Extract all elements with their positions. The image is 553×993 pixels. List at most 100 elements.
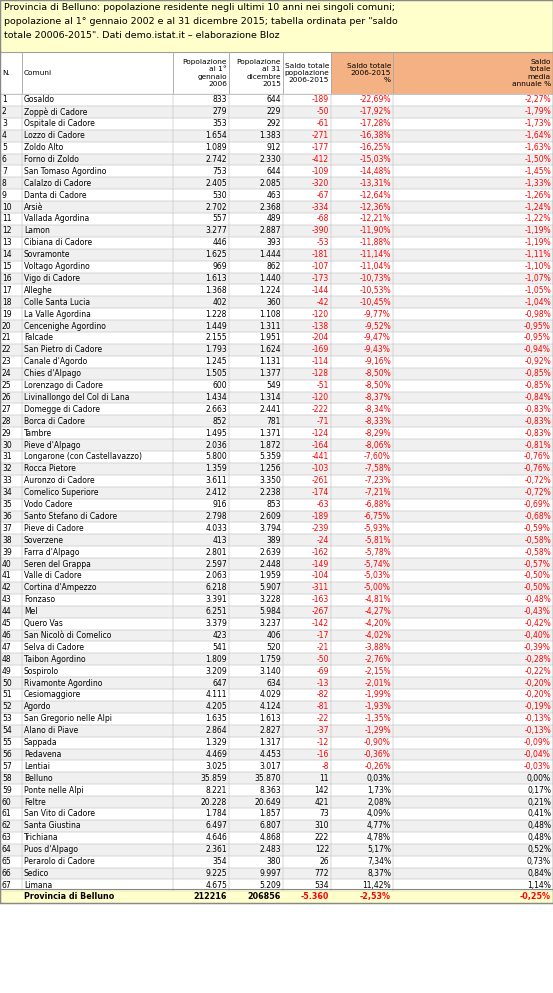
Bar	[393, 582, 553, 594]
Bar	[0, 415, 22, 427]
Bar	[331, 880, 393, 892]
Text: -3,88%: -3,88%	[364, 642, 391, 651]
Bar	[393, 737, 553, 749]
Bar	[0, 427, 22, 439]
Text: 0,84%: 0,84%	[527, 869, 551, 878]
Bar	[229, 653, 283, 665]
Text: 0,21%: 0,21%	[527, 797, 551, 806]
Bar	[393, 166, 553, 178]
Bar	[393, 773, 553, 784]
Bar	[331, 832, 393, 844]
Bar	[22, 248, 173, 260]
Bar	[22, 427, 173, 439]
Text: Popolazione
al 31
dicembre
2015: Popolazione al 31 dicembre 2015	[237, 60, 281, 86]
Bar	[173, 749, 229, 761]
Text: -204: -204	[312, 334, 329, 343]
Text: 3.237: 3.237	[259, 619, 281, 628]
Text: 781: 781	[267, 417, 281, 426]
Text: 489: 489	[267, 214, 281, 223]
Bar	[22, 154, 173, 166]
Text: Valle di Cadore: Valle di Cadore	[24, 571, 82, 581]
Text: -2,53%: -2,53%	[360, 892, 391, 901]
Bar	[22, 403, 173, 415]
Bar	[0, 236, 22, 248]
Text: Auronzo di Cadore: Auronzo di Cadore	[24, 477, 95, 486]
Text: 549: 549	[267, 381, 281, 390]
Bar	[0, 653, 22, 665]
Text: -42: -42	[317, 298, 329, 307]
Bar	[0, 630, 22, 641]
Bar	[229, 202, 283, 213]
Text: -1,24%: -1,24%	[524, 203, 551, 212]
Text: 8: 8	[2, 179, 7, 188]
Text: Zoppè di Cadore: Zoppè di Cadore	[24, 107, 87, 116]
Text: -1,05%: -1,05%	[524, 286, 551, 295]
Text: -1,45%: -1,45%	[524, 167, 551, 176]
Text: Santo Stefano di Cadore: Santo Stefano di Cadore	[24, 512, 117, 521]
Bar	[331, 52, 393, 94]
Bar	[331, 272, 393, 284]
Text: -50: -50	[316, 107, 329, 116]
Text: Sospirolo: Sospirolo	[24, 666, 59, 675]
Bar	[393, 665, 553, 677]
Text: -13: -13	[317, 678, 329, 687]
Bar	[173, 510, 229, 522]
Bar	[331, 487, 393, 498]
Text: -17,28%: -17,28%	[359, 119, 391, 128]
Bar	[331, 701, 393, 713]
Text: -12,64%: -12,64%	[359, 191, 391, 200]
Bar	[0, 749, 22, 761]
Text: 55: 55	[2, 738, 12, 747]
Bar	[229, 415, 283, 427]
Bar	[393, 154, 553, 166]
Text: -9,47%: -9,47%	[364, 334, 391, 343]
Bar	[22, 677, 173, 689]
Bar	[22, 868, 173, 880]
Text: -177: -177	[312, 143, 329, 152]
Text: 1.245: 1.245	[205, 357, 227, 366]
Bar	[393, 844, 553, 856]
Text: 36: 36	[2, 512, 12, 521]
Bar	[173, 391, 229, 403]
Bar	[331, 653, 393, 665]
Bar	[393, 202, 553, 213]
Bar	[331, 260, 393, 272]
Bar	[331, 618, 393, 630]
Text: 4.111: 4.111	[206, 690, 227, 699]
Bar	[331, 236, 393, 248]
Bar	[229, 284, 283, 296]
Text: -173: -173	[312, 274, 329, 283]
Text: 1.809: 1.809	[205, 654, 227, 663]
Bar	[283, 641, 331, 653]
Bar	[283, 344, 331, 355]
Bar	[173, 118, 229, 130]
Text: -1,79%: -1,79%	[524, 107, 551, 116]
Bar	[173, 796, 229, 808]
Bar	[173, 379, 229, 391]
Text: San Vito di Cadore: San Vito di Cadore	[24, 809, 95, 818]
Bar	[283, 713, 331, 725]
Bar	[229, 546, 283, 558]
Bar	[0, 52, 22, 94]
Text: 0,41%: 0,41%	[527, 809, 551, 818]
Text: 1.654: 1.654	[205, 131, 227, 140]
Text: Comelico Superiore: Comelico Superiore	[24, 489, 98, 497]
Bar	[283, 844, 331, 856]
Bar	[229, 725, 283, 737]
Bar	[331, 296, 393, 308]
Bar	[229, 332, 283, 344]
Bar	[393, 487, 553, 498]
Text: -0,20%: -0,20%	[524, 678, 551, 687]
Text: -67: -67	[316, 191, 329, 200]
Text: -7,21%: -7,21%	[364, 489, 391, 497]
Bar	[331, 451, 393, 463]
Bar	[173, 451, 229, 463]
Bar	[331, 166, 393, 178]
Bar	[229, 868, 283, 880]
Text: Vodo Cadore: Vodo Cadore	[24, 500, 72, 509]
Bar	[0, 118, 22, 130]
Bar	[173, 154, 229, 166]
Bar	[0, 606, 22, 618]
Bar	[0, 142, 22, 154]
Bar	[331, 355, 393, 367]
